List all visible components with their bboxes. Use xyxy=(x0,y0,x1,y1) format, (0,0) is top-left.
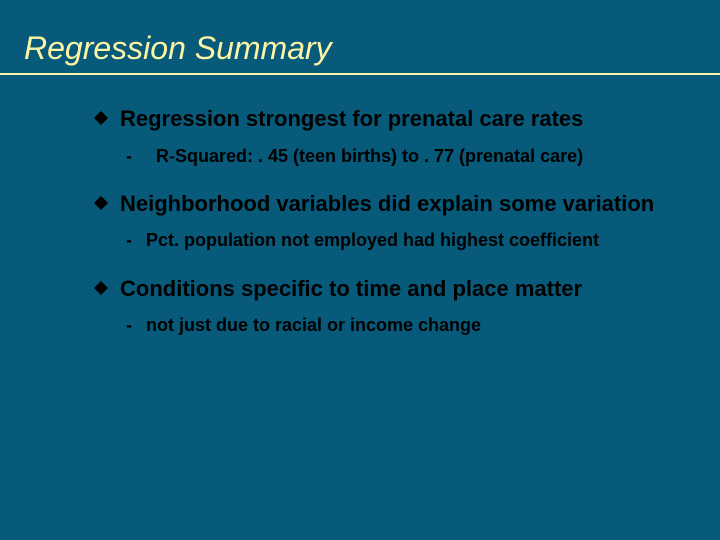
bullet-main-3: Conditions specific to time and place ma… xyxy=(94,275,676,304)
dash-icon: - xyxy=(126,144,132,168)
diamond-icon xyxy=(94,111,108,125)
slide-content: Regression strongest for prenatal care r… xyxy=(24,105,696,338)
bullet-sub-text: Pct. population not employed had highest… xyxy=(146,228,676,252)
bullet-main-text: Neighborhood variables did explain some … xyxy=(120,190,676,219)
dash-icon: - xyxy=(126,313,132,337)
diamond-icon xyxy=(94,281,108,295)
bullet-main-text: Regression strongest for prenatal care r… xyxy=(120,105,676,134)
bullet-sub-1-1: - R-Squared: . 45 (teen births) to . 77 … xyxy=(126,144,676,168)
bullet-sub-2-1: - Pct. population not employed had highe… xyxy=(126,228,676,252)
bullet-sub-text: not just due to racial or income change xyxy=(146,313,676,337)
bullet-sub-text: R-Squared: . 45 (teen births) to . 77 (p… xyxy=(156,144,676,168)
slide-title: Regression Summary xyxy=(0,30,720,75)
bullet-sub-3-1: - not just due to racial or income chang… xyxy=(126,313,676,337)
dash-icon: - xyxy=(126,228,132,252)
bullet-main-text: Conditions specific to time and place ma… xyxy=(120,275,676,304)
bullet-main-2: Neighborhood variables did explain some … xyxy=(94,190,676,219)
bullet-main-1: Regression strongest for prenatal care r… xyxy=(94,105,676,134)
diamond-icon xyxy=(94,196,108,210)
slide: Regression Summary Regression strongest … xyxy=(0,0,720,540)
